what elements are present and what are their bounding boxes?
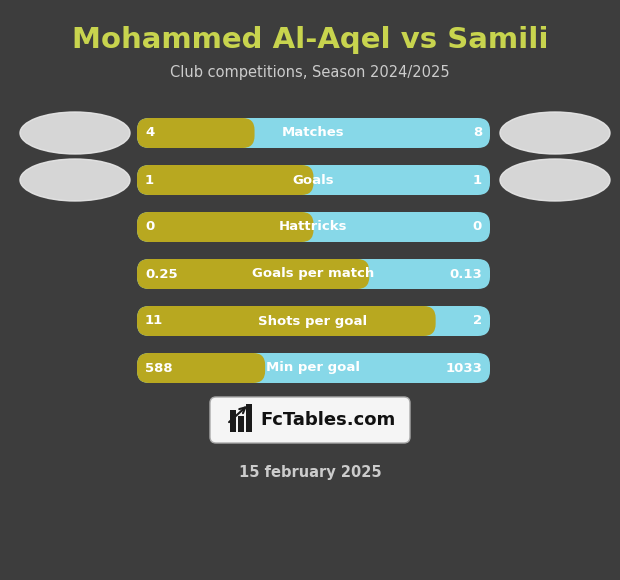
FancyBboxPatch shape (210, 397, 410, 443)
FancyBboxPatch shape (246, 404, 252, 432)
FancyBboxPatch shape (137, 212, 490, 242)
Ellipse shape (500, 112, 610, 154)
Text: Shots per goal: Shots per goal (259, 314, 368, 328)
Text: 4: 4 (145, 126, 154, 140)
Text: 1: 1 (145, 173, 154, 187)
FancyBboxPatch shape (137, 212, 314, 242)
FancyBboxPatch shape (137, 306, 436, 336)
Text: Goals: Goals (292, 173, 334, 187)
Text: 2: 2 (473, 314, 482, 328)
FancyBboxPatch shape (137, 259, 490, 289)
FancyBboxPatch shape (137, 165, 490, 195)
Ellipse shape (20, 112, 130, 154)
Ellipse shape (20, 159, 130, 201)
Text: Mohammed Al-Aqel vs Samili: Mohammed Al-Aqel vs Samili (72, 26, 548, 54)
FancyBboxPatch shape (137, 118, 490, 148)
FancyBboxPatch shape (137, 353, 265, 383)
Text: Matches: Matches (281, 126, 344, 140)
FancyBboxPatch shape (238, 416, 244, 432)
Text: 11: 11 (145, 314, 163, 328)
Text: Hattricks: Hattricks (279, 220, 347, 234)
FancyBboxPatch shape (137, 353, 490, 383)
Text: 0.25: 0.25 (145, 267, 177, 281)
Text: Club competitions, Season 2024/2025: Club competitions, Season 2024/2025 (170, 64, 450, 79)
Text: Goals per match: Goals per match (252, 267, 374, 281)
FancyBboxPatch shape (137, 165, 314, 195)
FancyBboxPatch shape (137, 259, 370, 289)
Text: 1: 1 (473, 173, 482, 187)
Text: Min per goal: Min per goal (266, 361, 360, 375)
FancyBboxPatch shape (137, 118, 255, 148)
Text: 1033: 1033 (445, 361, 482, 375)
Text: 8: 8 (472, 126, 482, 140)
FancyBboxPatch shape (137, 306, 490, 336)
Text: 0: 0 (145, 220, 154, 234)
Text: 588: 588 (145, 361, 172, 375)
FancyBboxPatch shape (230, 410, 236, 432)
Ellipse shape (500, 159, 610, 201)
Text: FcTables.com: FcTables.com (260, 411, 396, 429)
Text: 15 february 2025: 15 february 2025 (239, 465, 381, 480)
Text: 0.13: 0.13 (450, 267, 482, 281)
Text: 0: 0 (472, 220, 482, 234)
